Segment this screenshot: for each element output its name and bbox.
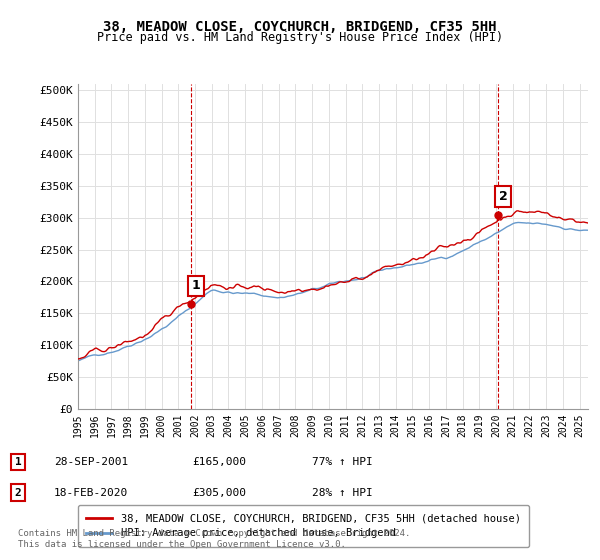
Text: 2: 2	[499, 190, 508, 203]
Text: 1: 1	[14, 457, 22, 467]
Text: 28% ↑ HPI: 28% ↑ HPI	[312, 488, 373, 498]
Text: 18-FEB-2020: 18-FEB-2020	[54, 488, 128, 498]
Text: 2: 2	[14, 488, 22, 498]
Text: 28-SEP-2001: 28-SEP-2001	[54, 457, 128, 467]
Text: 38, MEADOW CLOSE, COYCHURCH, BRIDGEND, CF35 5HH: 38, MEADOW CLOSE, COYCHURCH, BRIDGEND, C…	[103, 20, 497, 34]
Text: 1: 1	[191, 279, 200, 292]
Text: 77% ↑ HPI: 77% ↑ HPI	[312, 457, 373, 467]
Text: Contains HM Land Registry data © Crown copyright and database right 2024.
This d: Contains HM Land Registry data © Crown c…	[18, 529, 410, 549]
Text: £165,000: £165,000	[192, 457, 246, 467]
Text: Price paid vs. HM Land Registry's House Price Index (HPI): Price paid vs. HM Land Registry's House …	[97, 31, 503, 44]
Text: £305,000: £305,000	[192, 488, 246, 498]
Legend: 38, MEADOW CLOSE, COYCHURCH, BRIDGEND, CF35 5HH (detached house), HPI: Average p: 38, MEADOW CLOSE, COYCHURCH, BRIDGEND, C…	[78, 505, 529, 547]
